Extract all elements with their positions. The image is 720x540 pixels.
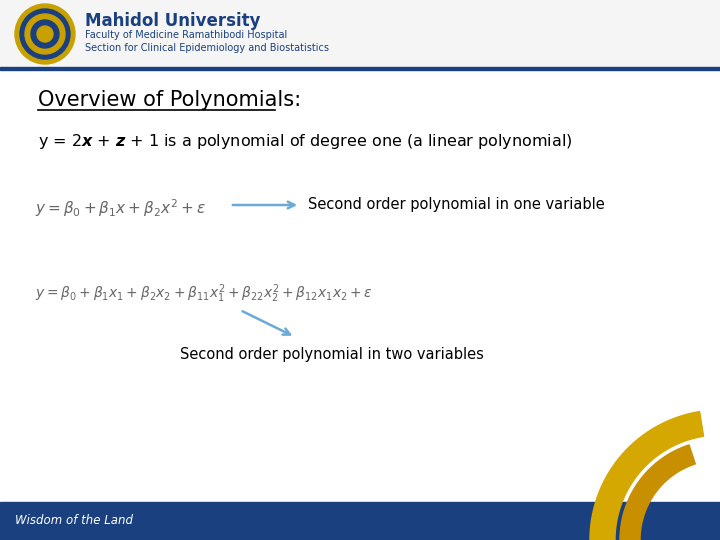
Bar	[0, 0, 720, 68]
Text: Faculty of Medicine Ramathibodi Hospital: Faculty of Medicine Ramathibodi Hospital	[85, 30, 287, 40]
Text: Second order polynomial in one variable: Second order polynomial in one variable	[308, 197, 605, 212]
Circle shape	[37, 26, 53, 42]
Circle shape	[15, 4, 75, 64]
Circle shape	[25, 14, 65, 54]
Text: y = 2$\bfit{x}$ + $\bfit{z}$ + 1 is a polynomial of degree one (a linear polynom: y = 2$\bfit{x}$ + $\bfit{z}$ + 1 is a po…	[38, 132, 572, 151]
Bar	[0, 502, 720, 540]
Text: $y = \beta_0 + \beta_1 x + \beta_2 x^2 + \varepsilon$: $y = \beta_0 + \beta_1 x + \beta_2 x^2 +…	[35, 197, 206, 219]
Text: Section for Clinical Epidemiology and Biostatistics: Section for Clinical Epidemiology and Bi…	[85, 43, 329, 53]
Text: Overview of Polynomials:: Overview of Polynomials:	[38, 90, 301, 110]
Text: Mahidol University: Mahidol University	[85, 12, 261, 30]
Circle shape	[20, 9, 70, 59]
Polygon shape	[590, 411, 703, 540]
Text: $y = \beta_0 + \beta_1 x_1 + \beta_2 x_2 + \beta_{11} x_1^2 + \beta_{22} x_2^2 +: $y = \beta_0 + \beta_1 x_1 + \beta_2 x_2…	[35, 282, 373, 305]
Circle shape	[31, 20, 59, 48]
Text: Second order polynomial in two variables: Second order polynomial in two variables	[180, 347, 484, 362]
Bar	[0, 67, 720, 70]
Text: Wisdom of the Land: Wisdom of the Land	[15, 515, 133, 528]
Polygon shape	[620, 445, 696, 540]
